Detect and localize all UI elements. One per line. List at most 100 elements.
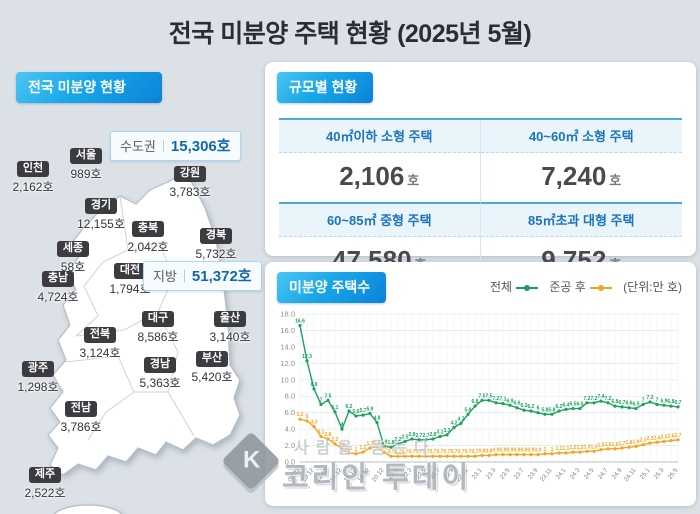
- scale-summary-card: 규모별 현황 40㎡이하 소형 주택 40~60㎡ 소형 주택 2,106 호 7,24…: [265, 62, 696, 288]
- svg-text:6.6: 6.6: [626, 401, 633, 407]
- region-name-badge: 경북: [199, 228, 233, 244]
- svg-text:0.9: 0.9: [500, 448, 507, 454]
- svg-text:7: 7: [642, 397, 645, 403]
- region-count: 1,794호: [109, 282, 151, 296]
- svg-text:5.6: 5.6: [353, 409, 360, 415]
- svg-text:0.7: 0.7: [402, 449, 409, 455]
- svg-text:0.9: 0.9: [535, 448, 542, 454]
- svg-text:6.0: 6.0: [285, 408, 295, 417]
- svg-text:5.8: 5.8: [465, 407, 472, 413]
- svg-text:22.5: 22.5: [415, 466, 428, 480]
- svg-text:2.5: 2.5: [661, 434, 668, 440]
- svg-text:7.2: 7.2: [584, 396, 591, 402]
- svg-text:5.9: 5.9: [367, 406, 374, 412]
- svg-text:0.7: 0.7: [451, 449, 458, 455]
- svg-text:6.3: 6.3: [521, 403, 528, 409]
- svg-text:6.9: 6.9: [661, 398, 668, 404]
- chart-legend: 전체 준공 후 (단위:만 호): [490, 278, 682, 295]
- svg-text:7: 7: [320, 397, 323, 403]
- svg-text:1.2: 1.2: [570, 445, 577, 451]
- svg-text:0.7: 0.7: [395, 449, 402, 455]
- svg-text:2.3: 2.3: [647, 436, 654, 442]
- svg-text:4.7: 4.7: [458, 416, 465, 422]
- svg-text:1: 1: [544, 447, 547, 453]
- chart-area: 0.0 2.0 4.0 6.0 8.0 10.0 12.0 14.0 16.0 18.0 09.03…: [270, 304, 692, 505]
- svg-text:1.7: 1.7: [367, 441, 374, 447]
- svg-text:1.2: 1.2: [360, 445, 367, 451]
- svg-text:1.8: 1.8: [626, 440, 633, 446]
- svg-text:7.4: 7.4: [598, 394, 605, 400]
- region-count: 1,298호: [17, 380, 59, 394]
- svg-text:2.4: 2.4: [654, 435, 661, 441]
- svg-text:6: 6: [537, 406, 540, 412]
- map-panel-header: 전국 미분양 현황: [16, 72, 162, 103]
- svg-text:1.6: 1.6: [605, 442, 612, 448]
- svg-text:1.9: 1.9: [633, 439, 640, 445]
- region-부산: 부산 5,420호: [170, 348, 254, 385]
- legend-item-전체: 전체: [490, 278, 539, 295]
- svg-text:0.9: 0.9: [507, 448, 514, 454]
- region-광주: 광주 1,298호: [0, 358, 80, 395]
- svg-text:22.7: 22.7: [429, 466, 442, 480]
- svg-text:2.1: 2.1: [640, 438, 647, 444]
- svg-text:0.9: 0.9: [528, 448, 535, 454]
- region-name-badge: 경남: [143, 357, 177, 373]
- region-전북: 전북 3,124호: [58, 324, 142, 361]
- region-count: 58호: [60, 260, 86, 274]
- svg-text:0.7: 0.7: [423, 449, 430, 455]
- svg-text:7.5: 7.5: [486, 393, 493, 399]
- svg-text:5: 5: [306, 414, 309, 420]
- region-count: 3,783호: [169, 185, 211, 199]
- region-경기: 경기 12,155호: [59, 195, 143, 232]
- svg-text:0.9: 0.9: [514, 448, 521, 454]
- svg-text:0.7: 0.7: [388, 449, 395, 455]
- svg-text:0.7: 0.7: [465, 449, 472, 455]
- region-강원: 강원 3,783호: [148, 163, 232, 200]
- svg-text:6.9: 6.9: [507, 398, 514, 404]
- svg-text:6.7: 6.7: [675, 400, 682, 406]
- svg-text:24.3: 24.3: [569, 466, 582, 480]
- scale-panel-header: 규모별 현황: [277, 72, 374, 103]
- callout-label: 수도권: [120, 139, 156, 154]
- svg-text:12.0: 12.0: [280, 359, 295, 368]
- svg-text:1.3: 1.3: [591, 444, 598, 450]
- svg-text:22.3: 22.3: [401, 466, 414, 480]
- region-count: 5,732호: [195, 247, 237, 261]
- svg-text:0.7: 0.7: [444, 449, 451, 455]
- svg-text:6.5: 6.5: [570, 402, 577, 408]
- region-count: 2,522호: [24, 486, 66, 500]
- svg-text:23.7: 23.7: [513, 466, 526, 480]
- region-인천: 인천 2,162호: [0, 158, 75, 195]
- svg-text:0.9: 0.9: [493, 448, 500, 454]
- svg-text:0.7: 0.7: [409, 449, 416, 455]
- svg-text:24.11: 24.11: [623, 466, 638, 483]
- region-대구: 대구 8,586호: [116, 308, 200, 345]
- region-count: 12,155호: [77, 217, 125, 231]
- svg-text:1.1: 1.1: [346, 446, 353, 452]
- region-서울: 서울 989호: [44, 145, 128, 182]
- svg-text:1.5: 1.5: [598, 443, 605, 449]
- svg-text:24.1: 24.1: [555, 466, 568, 480]
- svg-text:3.1: 3.1: [437, 430, 444, 436]
- svg-text:22.11: 22.11: [455, 466, 470, 483]
- svg-text:2.8: 2.8: [409, 432, 416, 438]
- svg-text:24.7: 24.7: [597, 466, 610, 480]
- svg-text:2.0: 2.0: [285, 441, 295, 450]
- unsold-housing-line-chart: 0.0 2.0 4.0 6.0 8.0 10.0 12.0 14.0 16.0 18.0 09.03…: [280, 310, 682, 484]
- svg-text:1.8: 1.8: [374, 440, 381, 446]
- region-name-badge: 광주: [21, 361, 55, 377]
- region-제주: 제주 2,522호: [3, 464, 87, 501]
- scale-cell-value-1: 7,240 호: [541, 161, 622, 191]
- svg-text:2.7: 2.7: [423, 433, 430, 439]
- svg-text:0.7: 0.7: [416, 449, 423, 455]
- callout-capital-area: 수도권 15,306호: [110, 131, 241, 161]
- svg-text:3.1: 3.1: [318, 430, 325, 436]
- svg-text:18.12: 18.12: [357, 466, 372, 483]
- region-name-badge: 전북: [83, 327, 117, 343]
- svg-text:2.6: 2.6: [668, 434, 675, 440]
- svg-text:6.2: 6.2: [346, 404, 353, 410]
- callout-value: 15,306호: [170, 138, 231, 155]
- svg-text:7: 7: [656, 397, 659, 403]
- svg-text:14.0: 14.0: [280, 342, 295, 351]
